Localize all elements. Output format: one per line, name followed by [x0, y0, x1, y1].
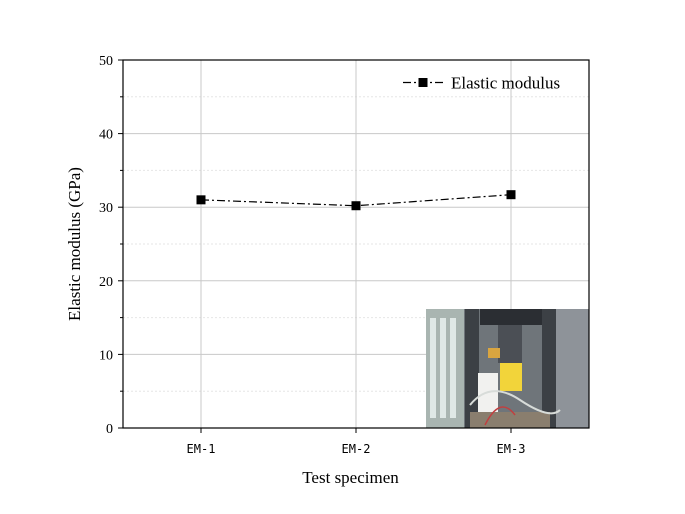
- y-axis-title: Elastic modulus (GPa): [65, 167, 84, 321]
- y-tick-label: 30: [99, 201, 113, 216]
- y-tick-label: 0: [106, 422, 113, 437]
- legend-marker: [418, 78, 428, 87]
- x-tick-label: EM-3: [497, 442, 526, 456]
- y-tick-label: 50: [99, 54, 113, 69]
- data-point: [351, 201, 361, 211]
- series-elastic-modulus: [196, 190, 516, 211]
- y-axis-ticks: 0 10 20 30 40 50: [99, 54, 123, 437]
- y-tick-label: 10: [99, 348, 113, 363]
- x-tick-label: EM-2: [342, 442, 371, 456]
- x-axis-ticks: EM-1 EM-2 EM-3: [187, 428, 526, 456]
- x-axis-title: Test specimen: [302, 468, 399, 487]
- data-point: [506, 190, 516, 200]
- legend: Elastic modulus: [403, 74, 560, 93]
- legend-label: Elastic modulus: [451, 74, 560, 93]
- y-tick-label: 40: [99, 128, 113, 143]
- data-point: [196, 195, 206, 205]
- y-tick-label: 20: [99, 275, 113, 290]
- x-tick-label: EM-1: [187, 442, 216, 456]
- inset-photo: [426, 309, 589, 428]
